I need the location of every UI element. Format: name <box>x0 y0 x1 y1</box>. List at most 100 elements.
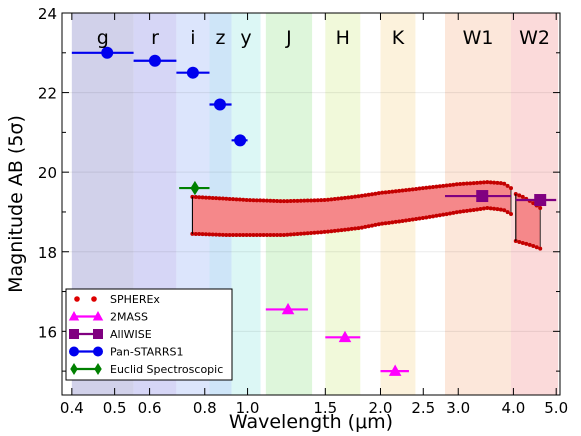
spherex-point <box>502 208 507 213</box>
legend-label: SPHEREx <box>110 293 160 306</box>
spherex-point <box>298 198 303 203</box>
legend-label: Pan-STARRS1 <box>110 346 183 359</box>
spherex-point <box>424 185 429 190</box>
spherex-point <box>298 231 303 236</box>
spherex-point <box>366 192 371 197</box>
spherex-point <box>315 198 320 203</box>
legend-entry-pan-starrs1: Pan-STARRS1 <box>69 346 183 359</box>
legend-entry-euclid-spectroscopic: Euclid Spectroscopic <box>70 363 223 376</box>
spherex-point <box>254 198 259 203</box>
spherex-point <box>447 183 452 188</box>
y-axis-ticks: 16 18 20 22 24 <box>38 5 560 372</box>
spherex-point <box>305 198 310 203</box>
spherex-point <box>295 232 300 237</box>
spherex-point <box>359 225 364 230</box>
spherex-point <box>458 209 463 214</box>
spherex-point <box>312 198 317 203</box>
spherex-point <box>224 232 229 237</box>
spherex-point <box>454 210 459 215</box>
band-labels: g r i z y J H K W1 W2 <box>97 27 550 49</box>
spherex-point <box>339 228 344 233</box>
spherex-point <box>471 207 476 212</box>
band-label-r: r <box>151 27 159 49</box>
spherex-point <box>220 232 225 237</box>
spherex-point <box>203 232 208 237</box>
spherex-point <box>488 206 493 211</box>
spherex-point <box>403 188 408 193</box>
spherex-point <box>302 198 307 203</box>
band-label-y: y <box>240 27 251 49</box>
spherex-point <box>498 181 503 186</box>
spherex-point <box>332 228 337 233</box>
spherex-point <box>468 181 473 186</box>
spherex-point <box>258 198 263 203</box>
y-tick-label: 22 <box>38 85 57 103</box>
legend-marker <box>69 346 79 357</box>
spherex-point <box>403 218 408 223</box>
spherex-point <box>424 215 429 220</box>
spherex-point <box>390 220 395 225</box>
spherex-point <box>224 196 229 201</box>
spherex-point <box>441 212 446 217</box>
spherex-point <box>475 207 480 212</box>
spherex-point <box>275 233 280 238</box>
spherex-point <box>397 219 402 224</box>
x-axis-label: Wavelength (μm) <box>229 411 393 433</box>
spherex-point <box>454 182 459 187</box>
spherex-point <box>315 230 320 235</box>
spherex-point <box>481 180 486 185</box>
y-tick-label: 24 <box>38 5 57 23</box>
spherex-point <box>261 198 266 203</box>
spherex-point <box>336 228 341 233</box>
spherex-point <box>517 239 522 244</box>
spherex-point <box>203 195 208 200</box>
band-label-K: K <box>392 27 405 49</box>
spherex-point <box>285 232 290 237</box>
spherex-point <box>363 193 368 198</box>
spherex-point <box>417 186 422 191</box>
spherex-point <box>356 226 361 231</box>
spherex-point <box>292 198 297 203</box>
legend-label: Euclid Spectroscopic <box>110 363 223 376</box>
spherex-point <box>295 198 300 203</box>
spherex-point <box>390 189 395 194</box>
point-pan-starrs1 <box>213 98 226 111</box>
spherex-point <box>342 195 347 200</box>
band-label-J: J <box>285 27 292 49</box>
spherex-point <box>475 180 480 185</box>
point-euclid-spectroscopic <box>190 180 200 196</box>
spherex-point <box>464 181 469 186</box>
spherex-point <box>281 232 286 237</box>
legend-marker <box>74 296 80 302</box>
spherex-point <box>380 190 385 195</box>
spherex-point <box>349 226 354 231</box>
spherex-point <box>363 224 368 229</box>
spherex-point <box>485 206 490 211</box>
spherex-point <box>210 195 215 200</box>
spherex-point <box>251 233 256 238</box>
spherex-point <box>207 232 212 237</box>
spherex-point <box>434 213 439 218</box>
spherex-point <box>495 207 500 212</box>
spherex-point <box>478 207 483 212</box>
x-tick-label: 0.4 <box>60 399 84 417</box>
spherex-point <box>319 198 324 203</box>
spherex-point <box>383 190 388 195</box>
spherex-point <box>271 233 276 238</box>
legend-entry-2mass: 2MASS <box>68 311 148 324</box>
spherex-point <box>444 183 449 188</box>
spherex-point <box>468 208 473 213</box>
spherex-point <box>431 185 436 190</box>
spherex-point <box>527 242 532 247</box>
spherex-point <box>234 233 239 238</box>
legend-marker <box>93 346 103 357</box>
spherex-point <box>329 197 334 202</box>
spherex-point <box>485 180 490 185</box>
spherex-point <box>322 229 327 234</box>
spherex-point <box>373 191 378 196</box>
band-label-z: z <box>216 27 226 49</box>
legend-marker <box>68 311 80 321</box>
spherex-point <box>397 188 402 193</box>
band-label-W1: W1 <box>463 27 494 49</box>
spherex-point <box>524 241 529 246</box>
